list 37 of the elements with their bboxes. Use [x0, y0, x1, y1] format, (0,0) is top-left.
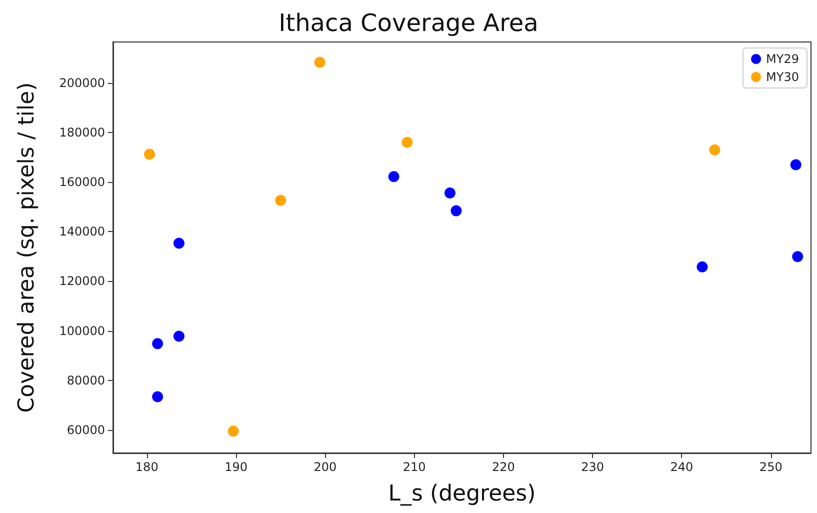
point — [402, 136, 413, 148]
y-tick-label: 160000 — [59, 175, 105, 190]
point — [275, 194, 286, 206]
x-axis-title: L_s (degrees) — [388, 482, 536, 506]
point — [152, 338, 164, 350]
point — [444, 187, 456, 198]
x-tick-label: 180 — [135, 460, 158, 474]
point — [792, 251, 804, 262]
y-tick-label: 200000 — [59, 76, 105, 90]
point — [709, 144, 720, 156]
x-tick-label: 240 — [670, 460, 694, 474]
x-tick-label: 210 — [402, 460, 426, 474]
legend-label: MY29 — [766, 52, 799, 66]
y-tick-label: 180000 — [59, 125, 105, 140]
chart-title: Ithaca Coverage Area — [278, 9, 538, 37]
x-tick-label: 200 — [314, 460, 337, 474]
point — [228, 426, 239, 437]
legend-label: MY30 — [766, 70, 799, 84]
point — [173, 238, 184, 249]
x-tick-label: 230 — [581, 460, 604, 474]
y-tick-label: 100000 — [59, 324, 105, 338]
point — [144, 148, 156, 160]
y-tick-label: 80000 — [66, 373, 105, 388]
x-tick-label: 220 — [492, 460, 515, 474]
point — [450, 205, 462, 216]
point — [388, 171, 400, 182]
x-tick-label: 190 — [224, 460, 248, 474]
point — [152, 391, 164, 402]
y-axis-title: Covered area (sq. pixels / tile) — [14, 82, 40, 413]
x-tick-label: 250 — [759, 460, 782, 474]
point — [173, 330, 184, 342]
point — [696, 261, 708, 272]
point — [790, 159, 802, 170]
y-tick-label: 120000 — [59, 274, 105, 288]
point — [314, 56, 326, 68]
y-tick-label: 60000 — [66, 422, 105, 437]
y-tick-label: 140000 — [59, 224, 105, 239]
